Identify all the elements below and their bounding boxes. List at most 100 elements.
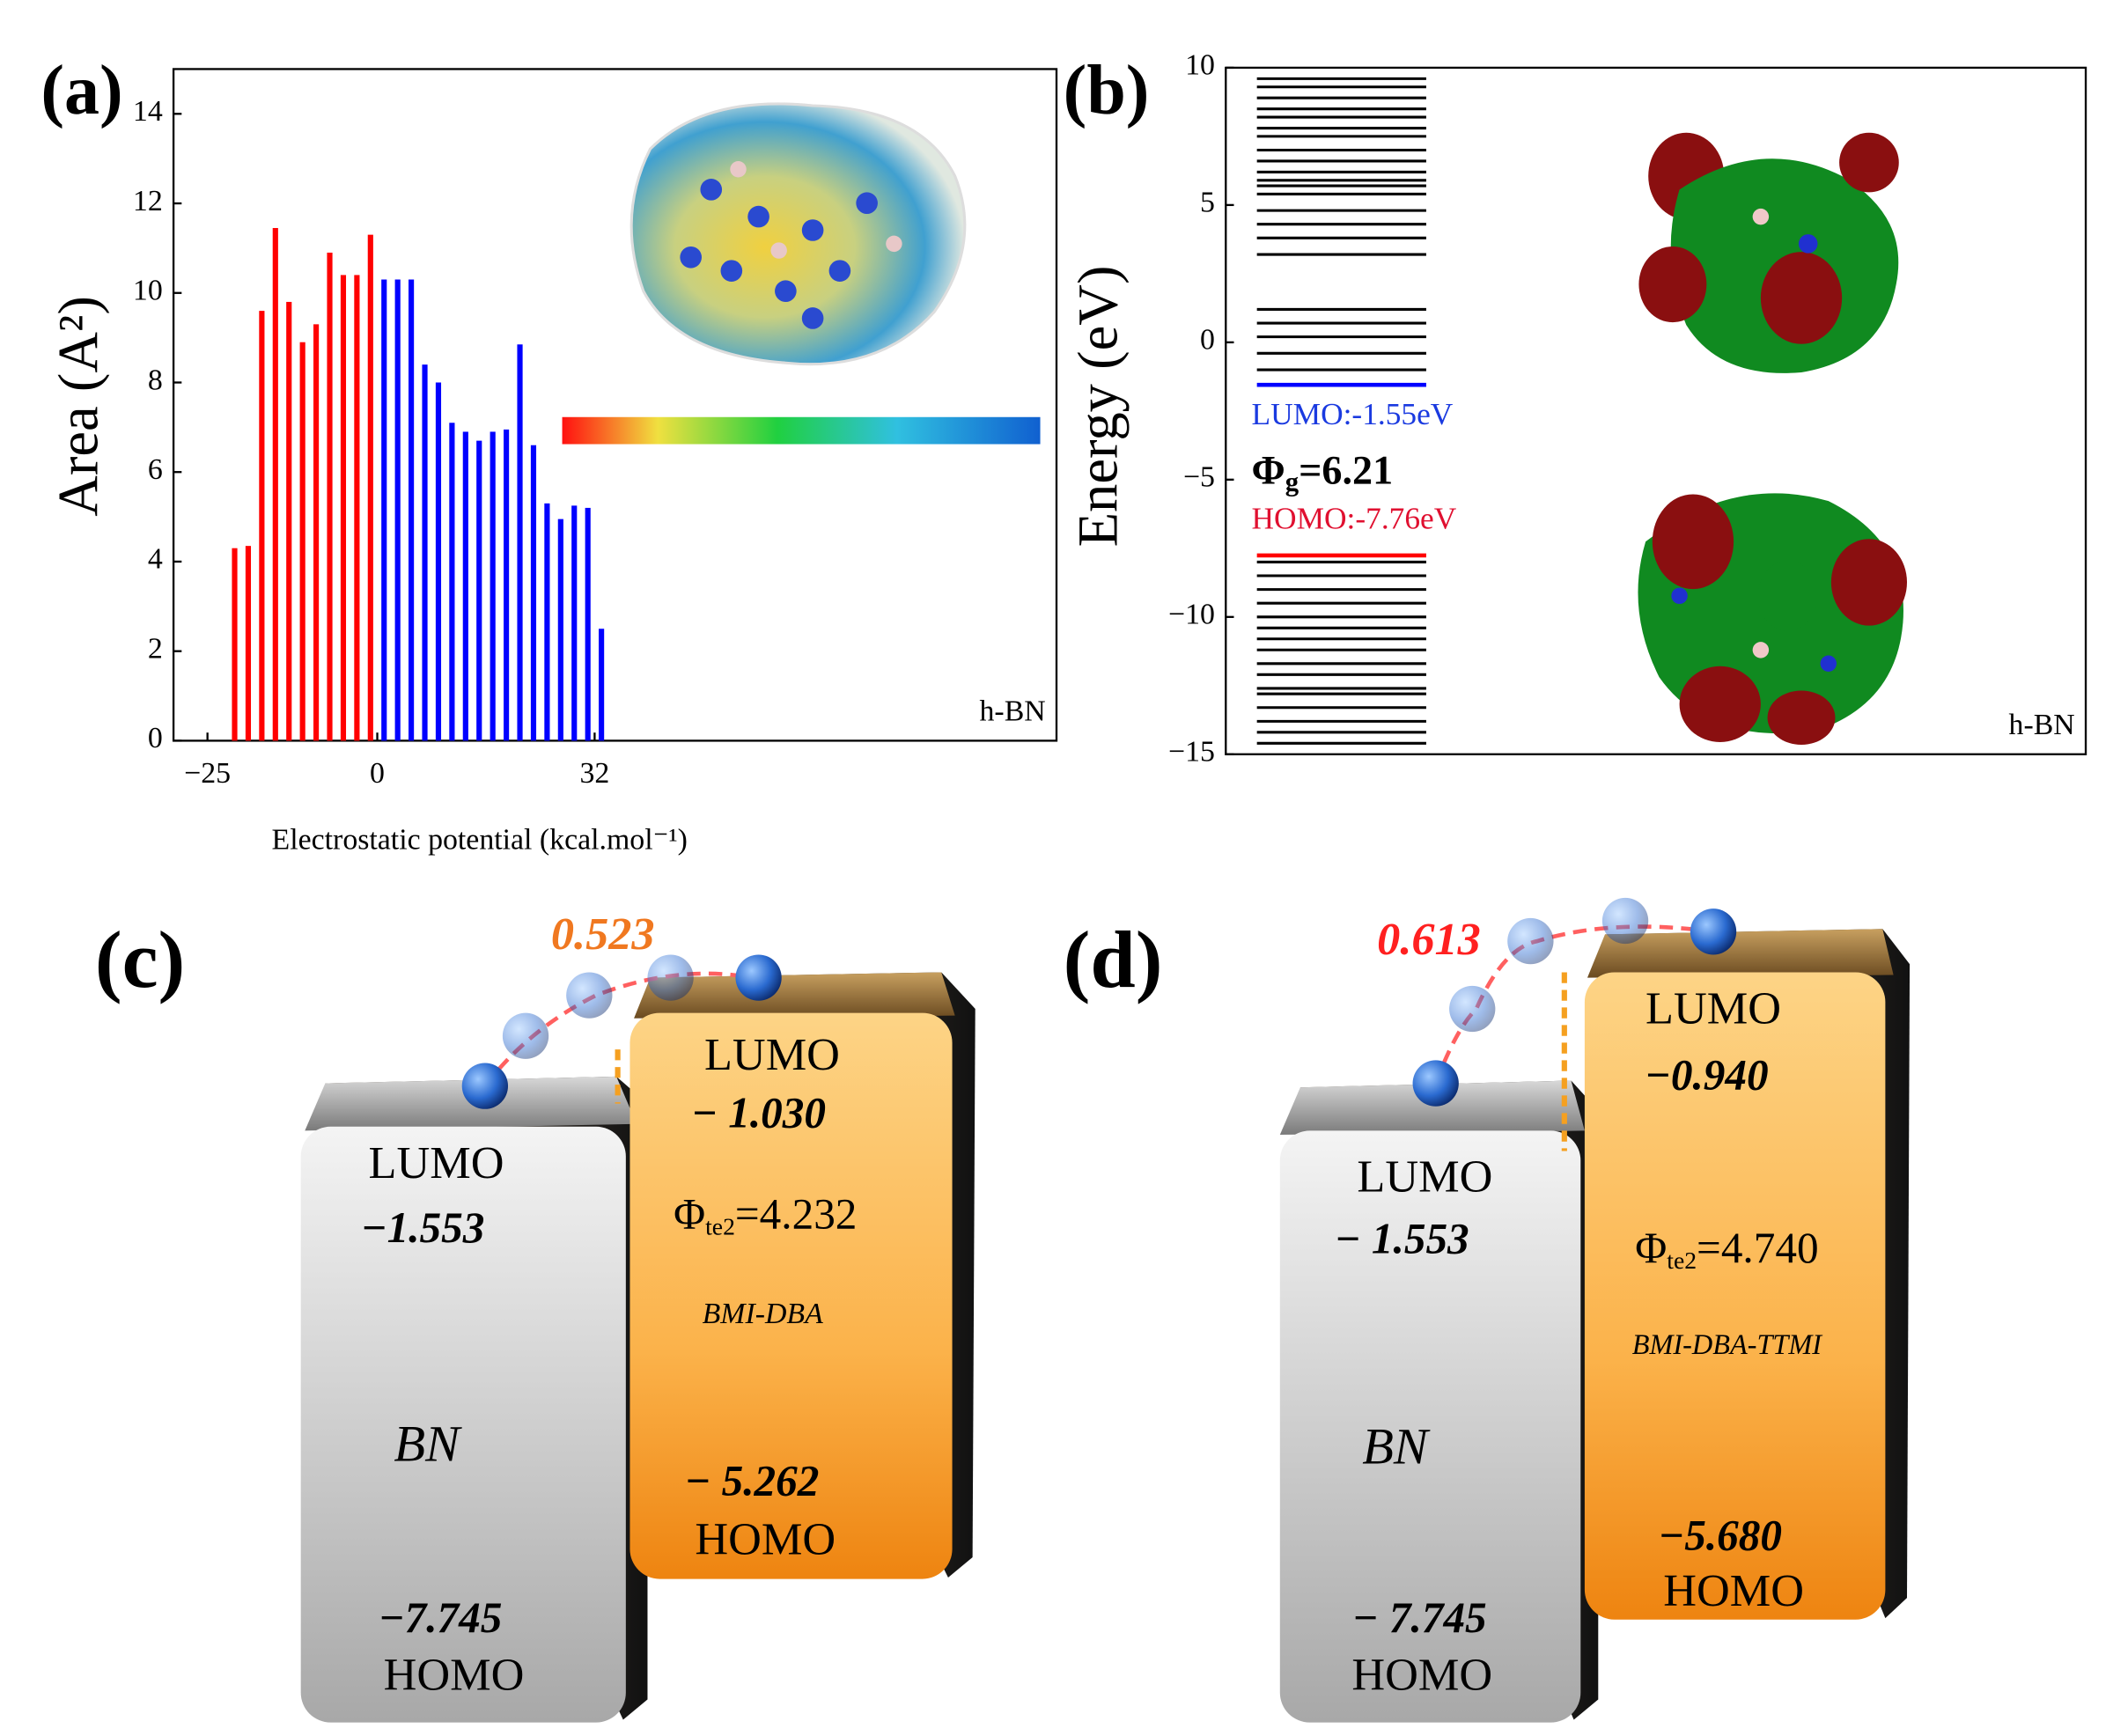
material-name: BMI-DBA-TTMI [1632, 1328, 1824, 1360]
bar [476, 440, 482, 741]
bar [367, 234, 373, 741]
bar [557, 519, 563, 741]
y-tick-label: 12 [133, 185, 163, 217]
homo-annotation: HOMO:-7.76eV [1252, 500, 1457, 535]
x-tick-label: 0 [370, 757, 385, 790]
y-axis-label: Energy (eV) [1066, 266, 1130, 548]
homo-value: −7.745 [379, 1593, 503, 1642]
lumo-value: − 1.030 [691, 1088, 826, 1136]
color-bar [562, 416, 1041, 445]
electron [1449, 985, 1496, 1033]
lumo-label: LUMO [369, 1137, 504, 1188]
electron [1507, 917, 1554, 965]
gap-subscript: g [1285, 467, 1299, 497]
y-tick-label: 0 [1200, 324, 1215, 357]
panel-label: (c) [95, 915, 185, 1004]
corner-annotation: h-BN [980, 695, 1046, 727]
bn-block [300, 1126, 626, 1723]
panel-label: (b) [1064, 52, 1150, 129]
transfer-value: 0.523 [551, 908, 655, 960]
lumo-value: −0.940 [1645, 1050, 1769, 1099]
homo-label: HOMO [1351, 1649, 1492, 1700]
y-axis-label: Area (A²) [46, 296, 109, 517]
bar [599, 629, 605, 741]
esp-surface-inset [629, 102, 967, 366]
diagram-d: (d) LUMO − 1.553 BN − 7.745 HOMO LUMO −0… [1064, 897, 1911, 1723]
block-top [634, 972, 955, 1019]
gap-text: =6.21 [1299, 447, 1393, 492]
material-name: BN [394, 1415, 462, 1472]
electron [566, 972, 613, 1019]
electron [647, 954, 694, 1001]
bar [571, 505, 578, 741]
y-tick-label: 8 [148, 364, 163, 396]
bar [462, 431, 468, 741]
bmi-dba-ttmi-block [1584, 972, 1886, 1620]
y-tick-label: 5 [1200, 187, 1215, 219]
electron [735, 954, 782, 1001]
bar [504, 429, 510, 741]
electron [502, 1012, 549, 1059]
electron [1412, 1060, 1459, 1107]
lumo-orbital-inset [1638, 132, 1899, 373]
y-tick-label: 0 [148, 722, 163, 754]
gap-symbol: Φ [1635, 1224, 1667, 1272]
transfer-value: 0.613 [1377, 914, 1481, 965]
y-tick-label: 6 [148, 453, 163, 486]
bar [409, 279, 415, 741]
bar [490, 431, 496, 741]
lumo-label: LUMO [1357, 1151, 1492, 1202]
y-tick-label: 2 [148, 632, 163, 665]
bar [272, 228, 278, 741]
y-tick-label: 4 [148, 543, 163, 576]
lumo-annotation: LUMO:-1.55eV [1252, 396, 1454, 431]
bar [286, 301, 292, 741]
electron [1601, 897, 1649, 945]
gap-subscript: te2 [1667, 1247, 1697, 1275]
bar [232, 548, 238, 741]
bar [381, 279, 387, 741]
homo-value: − 5.262 [684, 1457, 819, 1505]
material-name: BMI-DBA [703, 1298, 823, 1330]
gap-text: =4.232 [735, 1190, 858, 1239]
material-name: BN [1362, 1417, 1431, 1475]
bar [517, 344, 523, 741]
bar [449, 423, 455, 741]
electron [1690, 908, 1737, 955]
homo-label: HOMO [695, 1514, 836, 1565]
block-top [1279, 1080, 1585, 1136]
bar [435, 382, 442, 741]
panel-label: (a) [40, 52, 122, 129]
bn-block [1279, 1130, 1581, 1723]
y-tick-label: −10 [1168, 599, 1215, 631]
bar [394, 279, 401, 741]
plot-frame [172, 68, 1058, 742]
homo-value: −5.680 [1658, 1511, 1782, 1559]
lumo-label: LUMO [704, 1029, 840, 1080]
gap-value: Φte2=4.232 [674, 1190, 857, 1240]
bar [422, 364, 428, 741]
bar [299, 342, 306, 741]
homo-value: − 7.745 [1352, 1593, 1487, 1642]
gap-text: =4.740 [1697, 1224, 1819, 1272]
bar [259, 311, 265, 741]
homo-label: HOMO [384, 1649, 525, 1700]
gap-subscript: te2 [705, 1213, 735, 1240]
diagram-c: (c) LUMO −1.553 BN −7.745 HOMO LUMO − 1.… [95, 908, 976, 1723]
bar [585, 507, 591, 741]
gap-annotation: Φg=6.21 [1252, 447, 1394, 497]
homo-label: HOMO [1663, 1565, 1804, 1616]
y-tick-label: 14 [133, 95, 163, 128]
homo-orbital-inset [1638, 493, 1908, 746]
bar [327, 252, 333, 741]
lumo-label: LUMO [1645, 983, 1781, 1034]
electron [461, 1063, 509, 1109]
block-top [1587, 929, 1894, 978]
bar [313, 324, 320, 741]
bar [245, 546, 252, 741]
bar [530, 445, 537, 741]
lumo-value: −1.553 [361, 1203, 485, 1252]
x-tick-label: 32 [579, 757, 609, 790]
corner-annotation: h-BN [2009, 709, 2075, 741]
